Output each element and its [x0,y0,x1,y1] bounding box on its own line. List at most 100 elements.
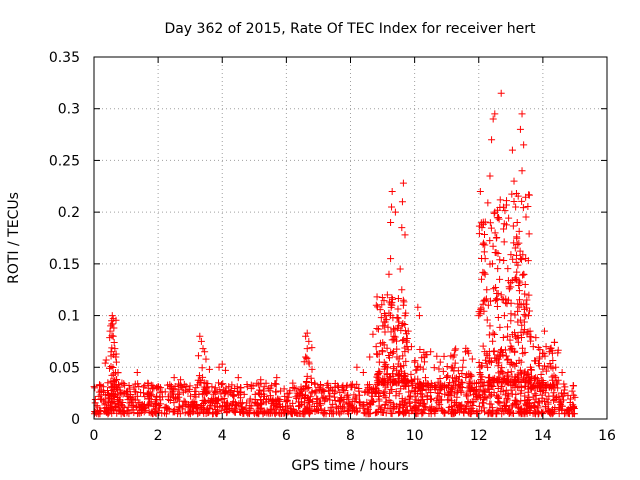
data-point [465,370,473,378]
data-point [267,409,275,417]
data-point [495,359,503,367]
data-point [383,370,391,378]
data-point [545,383,553,391]
data-point [496,323,504,331]
data-point [487,357,495,365]
data-point [542,343,550,351]
data-point [282,398,290,406]
data-point [524,257,532,265]
data-point [228,381,236,389]
data-point [498,410,506,418]
data-point [353,363,361,371]
data-point [218,360,226,368]
data-point [493,354,501,362]
data-point [514,307,522,315]
data-point [197,403,205,411]
data-point [393,337,401,345]
data-point [336,388,344,396]
data-point [503,300,511,308]
data-point [517,389,525,397]
data-point [104,410,112,418]
data-point [324,379,332,387]
y-tick-label: 0.15 [49,257,80,273]
data-point [257,376,265,384]
data-point [221,366,229,374]
data-point [150,403,158,411]
data-point [482,359,490,367]
data-point [158,409,166,417]
data-point [112,381,120,389]
data-point [397,401,405,409]
chart-title: Day 362 of 2015, Rate Of TEC Index for r… [164,21,536,37]
data-point [399,337,407,345]
data-point [443,373,451,381]
data-point [511,329,519,337]
data-point [494,290,502,298]
data-point [519,271,527,279]
data-point [460,409,468,417]
data-point [505,283,513,291]
data-point [123,407,131,415]
data-point [523,401,531,409]
data-point [206,405,214,413]
data-point [381,328,389,336]
data-point [508,401,516,409]
data-point [459,356,467,364]
y-axis-ticks: 0 0.05 0.1 0.15 0.2 0.25 0.3 0.35 [49,50,607,428]
data-point [236,394,244,402]
data-point [109,378,117,386]
data-point [348,380,356,388]
data-point [229,407,237,415]
data-point [462,390,470,398]
data-point [486,219,494,227]
data-point [391,208,399,216]
data-point [434,404,442,412]
data-point [405,388,413,396]
data-point [517,256,525,264]
data-point [412,366,420,374]
data-point [302,332,310,340]
data-point [508,373,516,381]
data-point [483,286,491,294]
data-point [502,201,510,209]
x-tick-label: 10 [406,428,424,444]
data-point [243,408,251,416]
data-point [536,346,544,354]
data-point [131,388,139,396]
data-point [419,393,427,401]
data-point [149,382,157,390]
data-point [421,406,429,414]
data-point [507,251,515,259]
data-point [112,353,120,361]
data-point [525,230,533,238]
data-point [356,391,364,399]
data-point [526,327,534,335]
data-point [385,354,393,362]
data-point [199,345,207,353]
data-point [509,222,517,230]
data-point [199,407,207,415]
data-point [493,214,501,222]
data-point [482,295,490,303]
data-point [545,348,553,356]
data-point [186,410,194,418]
data-point [218,396,226,404]
data-point [484,199,492,207]
data-point [284,408,292,416]
data-point [502,386,510,394]
data-point [139,389,147,397]
data-point [389,295,397,303]
data-point [427,348,435,356]
data-point [477,383,485,391]
data-point [355,398,363,406]
data-point [381,404,389,412]
data-point [397,385,405,393]
data-point [512,390,520,398]
data-point [435,384,443,392]
data-point [517,328,525,336]
data-point [256,386,264,394]
data-point [518,321,526,329]
data-point [382,312,390,320]
data-point [273,374,281,382]
data-point [268,382,276,390]
